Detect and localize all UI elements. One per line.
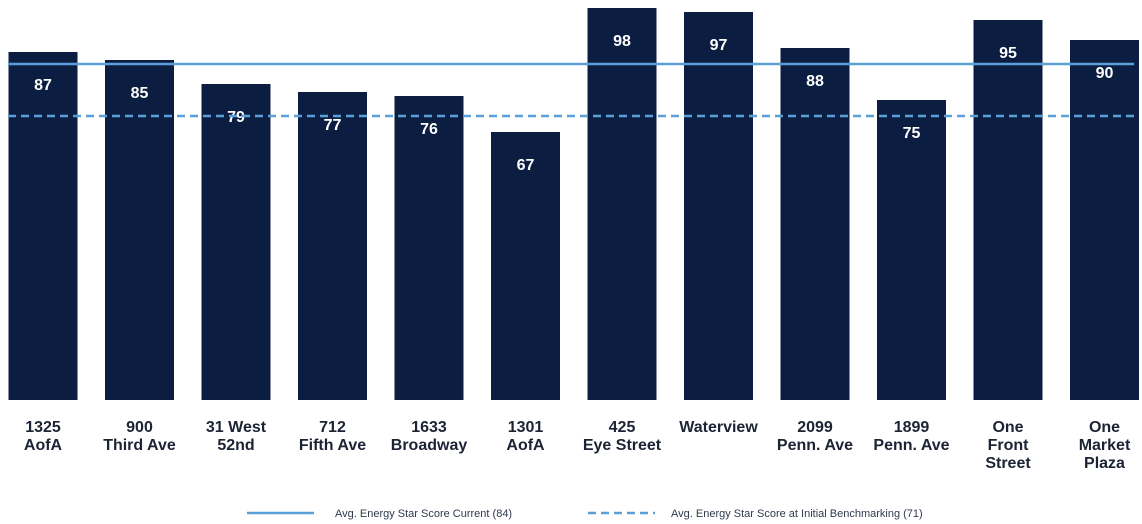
bar-value-label: 77 [324, 117, 342, 134]
x-tick-label: Street [985, 455, 1031, 472]
bar [8, 52, 78, 400]
bar [298, 92, 367, 400]
bar [587, 8, 657, 400]
x-tick-label: 1325 [25, 419, 61, 436]
x-tick-label: AofA [506, 437, 545, 454]
bar-value-label: 85 [131, 85, 149, 102]
bar [684, 12, 753, 400]
x-tick-label: Penn. Ave [873, 437, 949, 454]
bar-value-label: 76 [420, 121, 438, 138]
legend-label: Avg. Energy Star Score Current (84) [335, 508, 512, 520]
x-tick-label: One [1089, 419, 1120, 436]
x-tick-label: 52nd [217, 437, 254, 454]
x-tick-label: Front [988, 437, 1030, 454]
x-tick-label: 2099 [797, 419, 833, 436]
bar-value-label: 98 [613, 33, 631, 50]
x-tick-label: 712 [319, 419, 346, 436]
bars-layer: 87 85 79 77 76 67 98 97 88 75 95 90 [8, 8, 1139, 400]
bar [394, 96, 464, 400]
x-tick-label: Penn. Ave [777, 437, 853, 454]
bar [877, 100, 946, 400]
x-tick-label: Waterview [679, 419, 758, 436]
bar [491, 132, 560, 400]
x-tick-label: Eye Street [583, 437, 662, 454]
bar-value-label: 75 [903, 125, 921, 142]
bar [780, 48, 850, 400]
bar-value-label: 97 [710, 37, 728, 54]
x-tick-label: Broadway [391, 437, 468, 454]
x-tick-label: Plaza [1084, 455, 1125, 472]
x-tick-label: 31 West [206, 419, 267, 436]
bar-value-label: 88 [806, 73, 824, 90]
bar-value-label: 79 [227, 109, 245, 126]
bar-value-label: 95 [999, 45, 1017, 62]
x-tick-label: 1633 [411, 419, 447, 436]
x-tick-label: 1301 [508, 419, 544, 436]
bar-value-label: 90 [1096, 65, 1114, 82]
x-tick-label: Third Ave [103, 437, 176, 454]
x-tick-label: 1899 [894, 419, 930, 436]
legend: Avg. Energy Star Score Current (84) Avg. … [247, 508, 923, 520]
x-tick-label: AofA [24, 437, 63, 454]
bar [201, 84, 271, 400]
bar-value-label: 67 [517, 157, 535, 174]
x-tick-label: 900 [126, 419, 153, 436]
legend-label: Avg. Energy Star Score at Initial Benchm… [671, 508, 923, 520]
bar [105, 60, 174, 400]
bar [1070, 40, 1139, 400]
x-tick-label: One [992, 419, 1023, 436]
x-tick-label: 425 [609, 419, 636, 436]
x-tick-label: Fifth Ave [299, 437, 366, 454]
bar [973, 20, 1043, 400]
x-tick-label: Market [1079, 437, 1131, 454]
bar-value-label: 87 [34, 77, 52, 94]
reference-lines-layer [8, 62, 1134, 118]
